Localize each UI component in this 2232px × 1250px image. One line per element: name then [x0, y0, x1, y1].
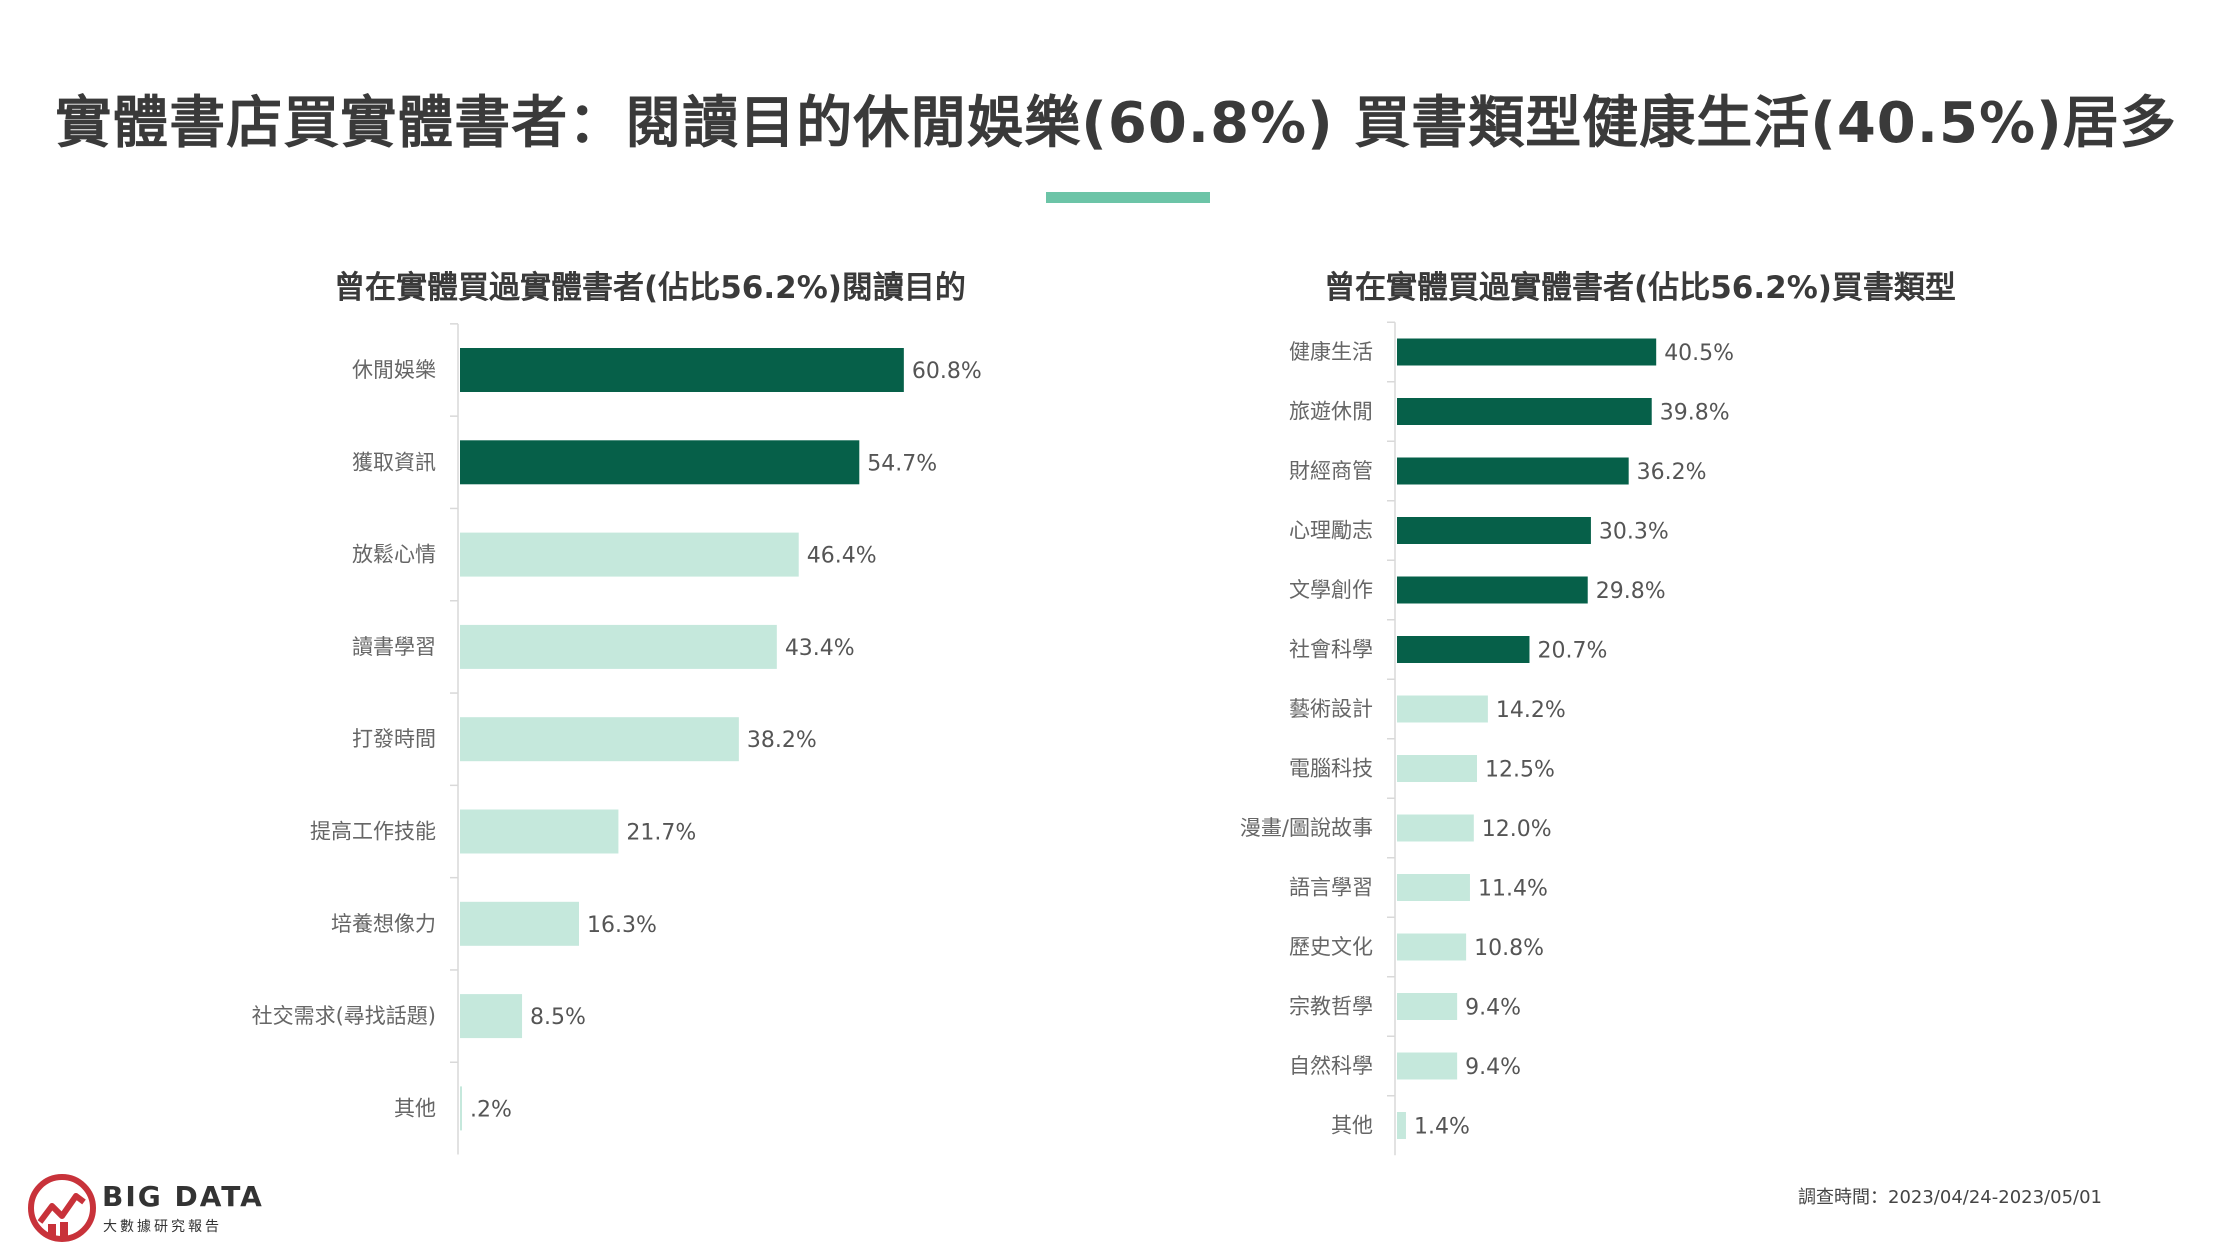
value-label: .2% [470, 1097, 512, 1122]
value-label: 10.8% [1474, 936, 1544, 961]
bar [460, 624, 777, 669]
bar [460, 1086, 462, 1131]
page-title: 實體書店買實體書者：閱讀目的休閒娛樂(60.8%) 買書類型健康生活(40.5%… [55, 91, 2177, 156]
category-label: 提高工作技能 [310, 820, 436, 844]
value-label: 16.3% [587, 913, 657, 938]
value-label: 39.8% [1660, 401, 1730, 426]
value-label: 8.5% [530, 1005, 586, 1030]
bar [1397, 398, 1652, 425]
category-label: 其他 [1331, 1114, 1373, 1138]
title-underline [1046, 192, 1210, 203]
bar [460, 901, 579, 946]
survey-date: 調查時間：2023/04/24-2023/05/01 [1798, 1187, 2102, 1208]
big-data-logo-icon [28, 1174, 96, 1242]
value-label: 29.8% [1596, 579, 1666, 604]
value-label: 20.7% [1537, 639, 1607, 664]
value-label: 30.3% [1599, 520, 1669, 545]
bar [460, 348, 904, 392]
value-label: 12.0% [1482, 817, 1552, 842]
bar [1397, 1112, 1406, 1139]
bar [1397, 576, 1588, 604]
value-label: 21.7% [626, 821, 696, 846]
category-label: 獲取資訊 [352, 450, 436, 474]
bar [460, 440, 860, 485]
category-label: 旅遊休閒 [1289, 400, 1373, 424]
value-label: 46.4% [807, 544, 877, 569]
bar [460, 809, 619, 854]
category-label: 藝術設計 [1289, 697, 1373, 721]
value-label: 14.2% [1496, 698, 1566, 723]
value-label: 1.4% [1414, 1115, 1470, 1140]
bar [1397, 874, 1470, 901]
logo-subtext: 大數據研究報告 [103, 1219, 222, 1235]
bar [460, 717, 739, 762]
bar [460, 532, 799, 577]
value-label: 9.4% [1465, 1055, 1521, 1080]
bar [1397, 814, 1474, 842]
category-label: 宗教哲學 [1289, 995, 1373, 1019]
category-label: 休閒娛樂 [352, 358, 436, 382]
bar [1397, 636, 1530, 663]
category-label: 放鬆心情 [352, 543, 436, 567]
value-label: 54.7% [867, 451, 937, 476]
category-label: 讀書學習 [352, 635, 436, 659]
bar [1397, 755, 1477, 782]
value-label: 12.5% [1485, 758, 1555, 783]
left-chart-title: 曾在實體買過實體書者(佔比56.2%)閱讀目的 [334, 270, 966, 306]
bar [1397, 993, 1458, 1020]
value-label: 38.2% [747, 728, 817, 753]
category-label: 財經商管 [1289, 459, 1373, 483]
category-label: 漫畫/圖說故事 [1240, 816, 1373, 840]
logo-text: BIG DATA [102, 1180, 264, 1213]
category-label: 語言學習 [1289, 876, 1373, 900]
value-label: 40.5% [1664, 341, 1734, 366]
category-label: 培養想像力 [331, 912, 436, 936]
right-chart-title: 曾在實體買過實體書者(佔比56.2%)買書類型 [1324, 270, 1956, 306]
value-label: 60.8% [912, 359, 982, 384]
bar [1397, 933, 1467, 961]
category-label: 其他 [394, 1096, 436, 1120]
bar [460, 994, 523, 1039]
bar [1397, 338, 1657, 366]
category-label: 打發時間 [352, 727, 436, 751]
category-label: 心理勵志 [1289, 519, 1373, 543]
category-label: 社交需求(尋找話題) [252, 1004, 436, 1028]
value-label: 43.4% [785, 636, 855, 661]
bar [1397, 1052, 1458, 1080]
category-label: 健康生活 [1289, 340, 1373, 364]
value-label: 36.2% [1637, 460, 1707, 485]
category-label: 歷史文化 [1289, 935, 1373, 959]
category-label: 文學創作 [1289, 578, 1373, 602]
value-label: 11.4% [1478, 877, 1548, 902]
category-label: 自然科學 [1289, 1054, 1373, 1078]
category-label: 電腦科技 [1289, 757, 1373, 781]
bar [1397, 695, 1488, 723]
value-label: 9.4% [1465, 996, 1521, 1021]
category-label: 社會科學 [1289, 638, 1373, 662]
bar [1397, 517, 1591, 544]
bar [1397, 457, 1629, 485]
